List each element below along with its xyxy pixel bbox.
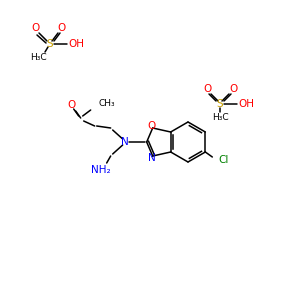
Text: N: N — [121, 137, 129, 147]
Text: O: O — [57, 23, 65, 33]
Text: O: O — [68, 100, 76, 110]
Text: S: S — [47, 39, 53, 49]
Text: OH: OH — [68, 39, 84, 49]
Text: N: N — [148, 153, 156, 163]
Text: O: O — [203, 84, 211, 94]
Text: NH₂: NH₂ — [91, 165, 110, 175]
Text: Cl: Cl — [218, 155, 229, 165]
Text: S: S — [217, 99, 223, 109]
Text: H₃C: H₃C — [30, 52, 46, 62]
Text: O: O — [31, 23, 39, 33]
Text: CH₃: CH₃ — [99, 100, 115, 109]
Text: O: O — [229, 84, 237, 94]
Text: OH: OH — [238, 99, 254, 109]
Text: O: O — [148, 121, 156, 131]
Text: H₃C: H₃C — [212, 113, 228, 122]
